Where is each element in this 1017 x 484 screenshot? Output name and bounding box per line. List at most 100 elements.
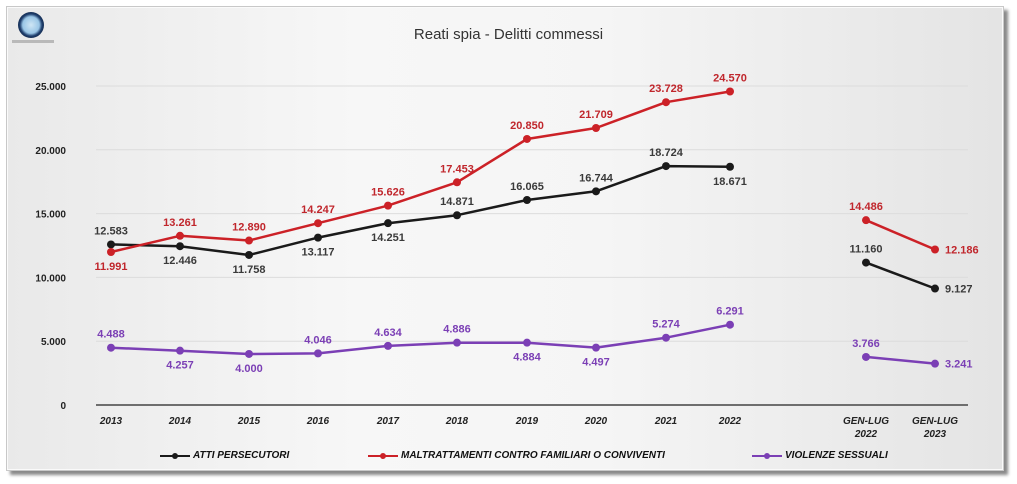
data-label: 14.251 (371, 232, 405, 244)
legend-dot-icon (764, 452, 770, 459)
data-label: 11.160 (849, 244, 882, 256)
y-tick-label: 10.000 (35, 273, 66, 284)
data-label: 6.291 (716, 306, 744, 318)
data-point (314, 233, 322, 242)
data-point (592, 343, 600, 352)
data-label: 13.261 (163, 217, 197, 229)
data-point (662, 162, 670, 171)
police-badge-logo-icon (18, 12, 44, 38)
data-point (523, 134, 531, 143)
data-label: 16.065 (510, 181, 544, 193)
data-label: 14.871 (440, 196, 474, 208)
legend-item: VIOLENZE SESSUALI (752, 450, 888, 461)
series-line-1 (110, 164, 731, 257)
data-label: 4.000 (235, 363, 263, 375)
data-label: 4.884 (513, 352, 541, 364)
data-label: 14.486 (849, 201, 883, 213)
data-label: 4.257 (166, 360, 194, 372)
chart-title: Reati spia - Delitti commessi (413, 26, 604, 43)
data-label: 4.488 (97, 329, 125, 341)
data-label: 4.886 (443, 324, 471, 336)
series-line-3 (865, 355, 936, 365)
data-point (107, 343, 115, 352)
data-point (453, 211, 461, 220)
data-label: 4.046 (304, 334, 332, 346)
data-label: 14.247 (301, 204, 335, 216)
series-line-2 (110, 90, 731, 254)
data-point (176, 231, 184, 240)
legend-label: ATTI PERSECUTORI (193, 450, 290, 461)
data-point (931, 359, 939, 368)
legend-dot-icon (172, 452, 178, 459)
data-label: 11.758 (232, 264, 265, 276)
x-tick-label: 2014 (168, 416, 192, 427)
data-point (245, 349, 253, 358)
data-point (592, 187, 600, 196)
legend-item: MALTRATTAMENTI CONTRO FAMILIARI O CONVIV… (368, 450, 665, 461)
data-label: 12.186 (945, 245, 979, 257)
data-label: 18.671 (713, 176, 747, 188)
x-tick-label: 2022 (718, 416, 742, 427)
x-tick-label: 2022 (854, 429, 878, 440)
x-tick-label: 2015 (237, 416, 261, 427)
data-point (592, 123, 600, 132)
data-point (245, 250, 253, 259)
data-label: 13.117 (301, 247, 334, 259)
data-label: 15.626 (371, 187, 405, 199)
data-point (726, 320, 734, 329)
series-line-1 (865, 261, 936, 290)
data-label: 20.850 (510, 120, 544, 132)
x-tick-label: 2021 (654, 416, 678, 427)
y-tick-label: 5.000 (41, 337, 66, 348)
x-tick-label: GEN-LUG (843, 416, 889, 427)
data-point (862, 352, 870, 361)
data-label: 12.446 (163, 255, 197, 267)
legend-line-marker-icon (368, 452, 398, 459)
x-tick-label: GEN-LUG (912, 416, 958, 427)
data-point (523, 196, 531, 205)
x-tick-label: 2020 (584, 416, 608, 427)
data-point (176, 346, 184, 355)
data-label: 3.766 (852, 338, 880, 350)
data-label: 12.890 (232, 222, 266, 234)
data-label: 17.453 (440, 163, 474, 175)
data-point (453, 338, 461, 347)
legend-item: ATTI PERSECUTORI (160, 450, 289, 461)
data-label: 3.241 (945, 359, 973, 371)
data-point (862, 216, 870, 225)
data-point (384, 219, 392, 228)
y-tick-label: 0 (60, 401, 66, 412)
data-point (862, 258, 870, 267)
data-label: 18.724 (649, 147, 684, 159)
data-label: 4.634 (374, 327, 402, 339)
data-point (245, 236, 253, 245)
data-point (662, 98, 670, 107)
legend-label: VIOLENZE SESSUALI (785, 450, 888, 461)
y-tick-label: 15.000 (35, 210, 66, 221)
data-point (726, 87, 734, 96)
data-label: 4.497 (582, 357, 610, 369)
data-point (314, 349, 322, 358)
data-point (176, 242, 184, 251)
data-point (384, 341, 392, 350)
y-tick-label: 25.000 (35, 82, 66, 93)
series-line-3 (110, 323, 731, 356)
legend-line-marker-icon (752, 452, 782, 459)
data-label: 12.583 (94, 225, 128, 237)
x-tick-label: 2016 (306, 416, 330, 427)
data-point (314, 219, 322, 228)
y-tick-label: 20.000 (35, 146, 66, 157)
data-label: 9.127 (945, 284, 973, 296)
data-label: 16.744 (579, 172, 614, 184)
x-tick-label: 2018 (445, 416, 469, 427)
legend-dot-icon (380, 452, 386, 459)
data-label: 24.570 (713, 72, 747, 84)
logo-caption (12, 40, 54, 43)
data-point (931, 284, 939, 293)
data-point (453, 178, 461, 187)
data-point (107, 247, 115, 256)
data-point (523, 338, 531, 347)
data-point (726, 162, 734, 171)
legend-label: MALTRATTAMENTI CONTRO FAMILIARI O CONVIV… (401, 450, 665, 461)
